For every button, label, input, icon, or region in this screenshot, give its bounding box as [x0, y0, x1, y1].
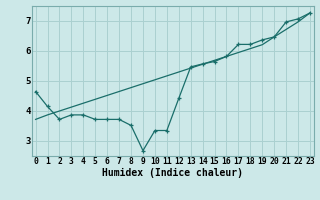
- X-axis label: Humidex (Indice chaleur): Humidex (Indice chaleur): [102, 168, 243, 178]
